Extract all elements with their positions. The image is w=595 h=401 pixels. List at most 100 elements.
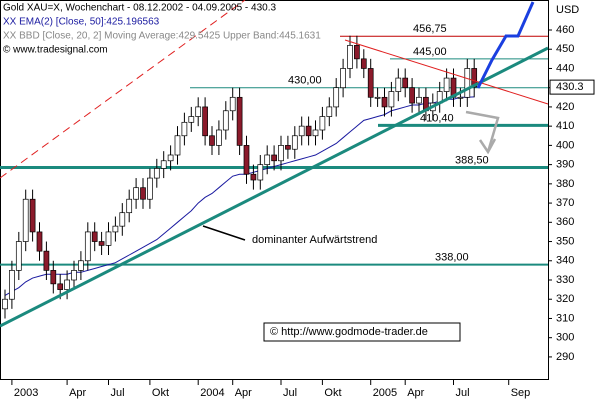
x-tick-label: Jul [456,387,470,399]
bullish-projection-arrow [476,1,535,89]
annotation-pointer [202,225,246,241]
bearish-arrow-head [478,138,497,155]
x-tick-label: Apr [407,387,424,399]
y-tick-label: 330 [556,274,574,286]
y-tick-label: 380 [556,178,574,190]
candle-body [181,121,188,137]
candle-body [312,129,319,137]
y-tick-label: 460 [556,24,574,36]
y-tick-label: 440 [556,62,574,74]
x-tick-label: 2005 [373,387,397,399]
level-label: 445,00 [413,46,447,58]
candle-body [160,160,167,169]
y-tick-label: 340 [556,255,574,267]
candle-body [9,270,15,300]
candle-body [167,154,174,162]
level-label: 388,50 [455,154,489,166]
candle-body [416,96,422,104]
x-tick-label: Okt [152,387,169,399]
level-label: 410,40 [420,112,454,124]
candle-body [457,96,464,99]
candle-body [57,283,64,290]
candle-body [402,77,409,89]
candle-body [326,106,333,117]
candle-body [91,231,98,242]
candle-body [257,164,264,181]
candle-body [153,168,160,179]
y-tick-label: 420 [556,101,574,113]
annotation: dominanter Aufwärtstrend [252,234,377,246]
candle-body [264,154,271,165]
last-price-box [549,79,595,95]
candle-body [36,231,43,252]
candle-body [112,225,119,233]
y-tick-label: 310 [556,312,574,324]
candle-body [374,96,381,99]
y-unit: USD [556,4,579,16]
candle-body [202,106,208,137]
candle-body [78,260,84,271]
y-tick-label: 300 [556,332,574,344]
candle-body [105,231,112,246]
candle-body [126,198,133,214]
candle-body [250,173,257,181]
x-tick-label: Jul [111,387,125,399]
candle-body [354,45,360,60]
candle-body [367,68,374,98]
candle-body [243,145,250,175]
ema-line [4,96,475,296]
candle-body [340,68,346,89]
candle-body [29,198,36,233]
x-tick-label: 2004 [200,387,224,399]
candle-body [174,135,181,156]
indicator-ema: XX EMA(2) [Close, 50]:425.196563 [3,17,160,28]
uptrend-line [0,46,549,328]
candle-body [133,187,139,200]
candle-body [305,125,312,137]
candle-body [119,212,126,227]
candle-body [395,77,402,92]
x-tick-label: 2003 [14,387,38,399]
candle-body [98,241,105,246]
y-tick-label: 350 [556,235,574,247]
candle-body [291,135,298,150]
plot-frame [0,0,549,380]
x-tick-label: Apr [235,387,252,399]
candle-body [236,96,243,146]
y-tick-label: 290 [556,351,574,363]
candle-body [298,125,305,137]
candle-body [209,135,215,146]
candle-body [360,58,367,69]
candle-body [188,116,195,123]
candle-body [409,87,415,104]
candle-body [195,106,202,117]
candle-body [443,77,450,92]
candle-body [147,177,153,200]
indicator-bbd: XX BBD [Close, 20, 2] Moving Average:429… [3,31,321,42]
candle-body [271,154,277,162]
title: Gold XAU=X, Wochenchart - 08.12.2002 - 0… [3,3,276,14]
x-tick-label: Apr [69,387,86,399]
x-tick-label: Sep [511,387,531,399]
candle-body [140,187,146,200]
candle-body [64,279,70,290]
y-tick-label: 400 [556,139,574,151]
candle-body [278,145,284,162]
last-price: 430.3 [556,81,584,93]
y-tick-label: 410 [556,120,574,132]
y-tick-label: 370 [556,197,574,209]
candle-body [381,96,388,108]
candle-body [229,96,236,112]
y-tick-label: 390 [556,159,574,171]
candle-body [333,87,340,108]
candle-body [347,45,353,69]
candle-body [222,110,229,131]
downtrend-line [344,39,549,105]
copyright-box [263,322,461,342]
candle-body [216,129,222,146]
copyright: © http://www.godmode-trader.de [270,326,428,338]
level-label: 430,00 [288,75,322,87]
candle-body [43,250,50,271]
x-tick-label: Jul [283,387,297,399]
